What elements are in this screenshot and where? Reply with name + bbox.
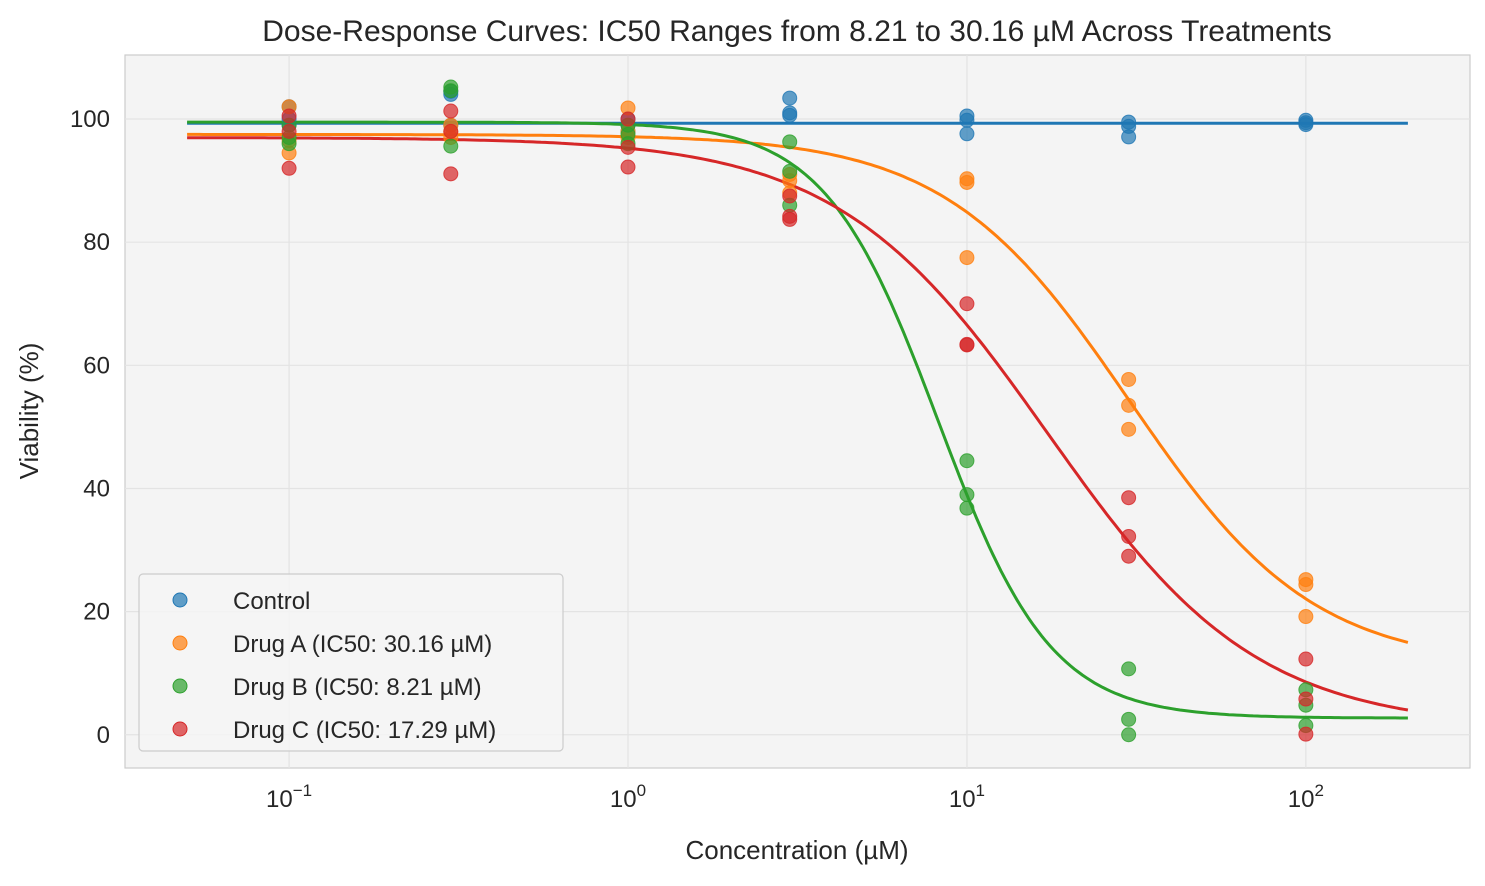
data-point <box>1121 371 1137 387</box>
data-point <box>782 188 798 204</box>
data-point <box>1121 548 1137 564</box>
data-point <box>959 500 975 516</box>
data-point <box>959 453 975 469</box>
data-point <box>281 160 297 176</box>
legend-label: Drug C (IC50: 17.29 µM) <box>233 717 496 744</box>
data-point <box>1298 651 1314 667</box>
data-point <box>1121 421 1137 437</box>
legend-marker <box>172 592 188 608</box>
y-tick-label: 20 <box>83 599 110 626</box>
y-tick-label: 60 <box>83 352 110 379</box>
data-point <box>1298 117 1314 133</box>
legend-label: Drug A (IC50: 30.16 µM) <box>233 631 492 658</box>
data-point <box>959 250 975 266</box>
y-axis-label: Viability (%) <box>14 343 44 480</box>
data-point <box>782 163 798 179</box>
y-tick-label: 100 <box>70 106 110 133</box>
x-tick-label: 100 <box>610 781 646 813</box>
data-point <box>1121 490 1137 506</box>
data-point <box>1121 711 1137 727</box>
tick-labels: 10−1 100 101 102 0 20 40 60 80 100 <box>70 106 1324 813</box>
data-point <box>443 166 459 182</box>
fit-curves <box>187 120 1409 720</box>
data-point <box>959 126 975 142</box>
data-point <box>959 296 975 312</box>
data-point <box>1121 528 1137 544</box>
fit-curve <box>187 136 1409 712</box>
data-point <box>1298 609 1314 625</box>
data-point <box>959 112 975 128</box>
y-tick-label: 0 <box>97 722 110 749</box>
data-point <box>1121 661 1137 677</box>
data-point <box>1121 727 1137 743</box>
legend-label: Control <box>233 588 310 615</box>
legend-marker <box>172 721 188 737</box>
data-points <box>281 79 1314 743</box>
data-point <box>443 103 459 119</box>
data-point <box>281 108 297 124</box>
legend-box <box>138 573 564 752</box>
legend: Control Drug A (IC50: 30.16 µM) Drug B (IC… <box>138 573 564 752</box>
data-point <box>782 107 798 123</box>
data-point <box>1121 129 1137 145</box>
x-tick-label: 102 <box>1288 781 1324 813</box>
data-point <box>959 487 975 503</box>
data-point <box>1298 726 1314 742</box>
data-point <box>620 111 636 127</box>
data-point <box>1298 691 1314 707</box>
x-tick-label: 10−1 <box>266 781 312 813</box>
data-point <box>1298 577 1314 593</box>
data-point <box>1121 397 1137 413</box>
legend-marker <box>172 678 188 694</box>
chart-title: Dose-Response Curves: IC50 Ranges from 8… <box>262 15 1331 48</box>
data-point <box>959 174 975 190</box>
data-point <box>782 134 798 150</box>
y-tick-label: 80 <box>83 229 110 256</box>
data-point <box>782 90 798 106</box>
data-point <box>281 123 297 139</box>
data-point <box>443 123 459 139</box>
data-point <box>782 211 798 227</box>
x-axis-label: Concentration (µM) <box>685 835 908 865</box>
data-point <box>443 138 459 154</box>
fit-curve <box>187 120 1408 720</box>
legend-marker <box>172 635 188 651</box>
x-tick-label: 101 <box>949 781 985 813</box>
data-point <box>959 336 975 352</box>
data-point <box>443 83 459 99</box>
y-tick-label: 40 <box>83 475 110 502</box>
data-point <box>620 139 636 155</box>
fit-curve <box>187 132 1409 644</box>
legend-label: Drug B (IC50: 8.21 µM) <box>233 674 482 701</box>
data-point <box>620 159 636 175</box>
